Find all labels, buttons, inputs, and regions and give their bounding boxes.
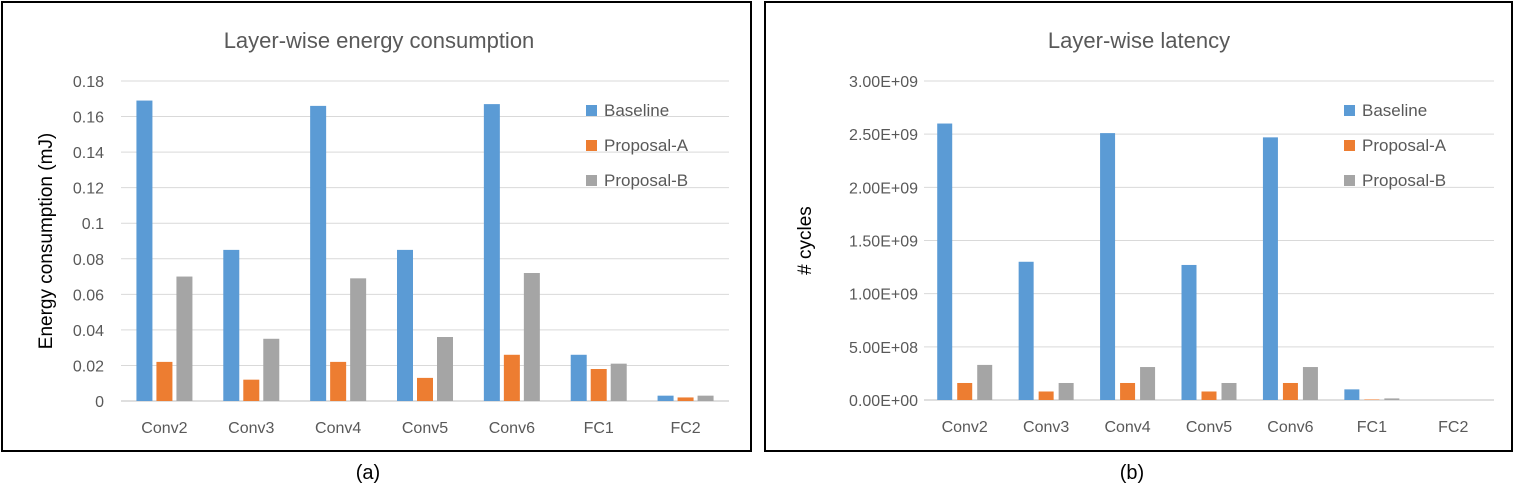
bar-proposal-b-conv3: [263, 338, 280, 401]
y-tick-label: 3.00E+09: [849, 74, 918, 91]
energy-chart: Layer-wise energy consumption Energy cons…: [36, 28, 729, 437]
x-tick-label: FC2: [1438, 419, 1468, 436]
bar-proposal-a-conv2: [957, 382, 973, 400]
y-tick-label: 1.00E+09: [849, 287, 918, 304]
x-tick-label: Conv3: [228, 420, 274, 437]
legend-label: Proposal-B: [604, 171, 688, 190]
legend-swatch-proposal-b: [586, 175, 597, 186]
bar-baseline-conv3: [1018, 261, 1034, 400]
x-tick-label: Conv6: [1267, 419, 1313, 436]
x-tick-label: Conv5: [1186, 419, 1232, 436]
legend-swatch-proposal-a: [1344, 140, 1355, 151]
bar-baseline-conv6: [483, 104, 500, 401]
bar-proposal-a-conv5: [1201, 391, 1217, 400]
bar-proposal-a-conv4: [1120, 382, 1136, 400]
legend-swatch-baseline: [586, 105, 597, 116]
chart-panel-energy: Layer-wise energy consumption Energy cons…: [1, 1, 752, 452]
bar-proposal-b-conv5: [437, 337, 453, 401]
bar-baseline-conv6: [1262, 137, 1278, 400]
y-tick-label: 0.1: [82, 216, 104, 233]
caption-a: (a): [355, 462, 381, 484]
bar-proposal-b-conv6: [523, 273, 540, 401]
y-axis-label: # cycles: [795, 206, 816, 275]
bar-baseline-fc1: [570, 354, 587, 401]
bar-proposal-a-conv3: [1038, 391, 1054, 400]
legend-swatch-baseline: [1344, 105, 1355, 116]
chart-title: Layer-wise latency: [1048, 28, 1230, 53]
x-tick-label: Conv3: [1023, 419, 1069, 436]
bar-proposal-b-fc1: [610, 363, 627, 401]
x-tick-label: FC2: [670, 420, 700, 437]
x-tick-label: Conv4: [1104, 419, 1150, 436]
bar-baseline-conv4: [310, 105, 327, 401]
x-tick-label: Conv6: [489, 420, 535, 437]
y-tick-label: 5.00E+08: [849, 340, 918, 357]
bar-baseline-fc2: [657, 395, 674, 401]
legend-label: Proposal-B: [1362, 171, 1446, 190]
bar-proposal-a-fc1: [590, 369, 607, 401]
latency-chart: Layer-wise latency # cycles 0.00E+00 5.00E+…: [795, 28, 1494, 436]
x-tick-label: FC1: [584, 420, 614, 437]
legend-label: Proposal-A: [604, 136, 689, 155]
bar-proposal-b-conv2: [176, 276, 193, 401]
bar-proposal-a-conv6: [1282, 382, 1298, 400]
x-tick-label: Conv2: [942, 419, 988, 436]
y-tick-label: 0.08: [73, 252, 104, 269]
caption-b: (b): [1119, 462, 1145, 484]
bar-proposal-b-conv3: [1058, 382, 1074, 400]
y-tick-label: 0: [95, 394, 104, 411]
y-tick-label: 0.02: [73, 358, 104, 375]
bar-proposal-a-conv4: [330, 361, 347, 401]
legend-swatch-proposal-b: [1344, 175, 1355, 186]
y-axis-label: Energy consumption (mJ): [36, 133, 57, 349]
bar-proposal-a-fc1: [1364, 399, 1380, 400]
y-tick-label: 0.16: [73, 110, 104, 127]
legend-label: Baseline: [1362, 101, 1427, 120]
bar-baseline-conv2: [937, 123, 953, 401]
bar-baseline-conv3: [223, 249, 240, 401]
bar-proposal-a-conv6: [503, 354, 520, 401]
chart-title: Layer-wise energy consumption: [224, 28, 535, 53]
bar-proposal-a-fc2: [677, 397, 694, 401]
chart-panel-latency: Layer-wise latency # cycles 0.00E+00 5.00E+…: [764, 1, 1513, 452]
x-tick-label: Conv2: [141, 420, 187, 437]
y-tick-label: 0.00E+00: [849, 393, 918, 410]
x-tick-label: Conv4: [315, 420, 361, 437]
bar-baseline-fc1: [1344, 389, 1360, 400]
bar-proposal-b-conv4: [350, 278, 367, 401]
bar-baseline-conv2: [136, 100, 153, 402]
bar-proposal-a-conv5: [417, 377, 433, 401]
legend-label: Proposal-A: [1362, 136, 1447, 155]
legend-swatch-proposal-a: [586, 140, 597, 151]
bar-proposal-a-conv2: [156, 361, 173, 401]
y-tick-label: 0.14: [73, 145, 104, 162]
bar-proposal-a-conv3: [243, 379, 260, 401]
y-tick-label: 2.50E+09: [849, 127, 918, 144]
x-tick-label: FC1: [1357, 419, 1387, 436]
y-tick-label: 0.12: [73, 181, 104, 198]
bar-baseline-conv5: [1181, 264, 1197, 400]
bar-proposal-b-conv4: [1140, 367, 1156, 400]
x-tick-label: Conv5: [402, 420, 448, 437]
y-tick-label: 2.00E+09: [849, 180, 918, 197]
bar-proposal-b-conv2: [977, 364, 993, 400]
y-tick-label: 0.04: [73, 323, 104, 340]
bar-baseline-conv5: [397, 249, 413, 401]
bar-proposal-b-conv6: [1302, 367, 1318, 400]
bar-baseline-conv4: [1100, 133, 1116, 400]
bar-proposal-b-fc2: [697, 395, 714, 401]
legend-label: Baseline: [604, 101, 669, 120]
y-tick-label: 1.50E+09: [849, 234, 918, 251]
y-tick-label: 0.18: [73, 74, 104, 91]
bar-proposal-b-conv5: [1221, 382, 1237, 400]
y-tick-label: 0.06: [73, 287, 104, 304]
bar-proposal-b-fc1: [1384, 398, 1400, 400]
